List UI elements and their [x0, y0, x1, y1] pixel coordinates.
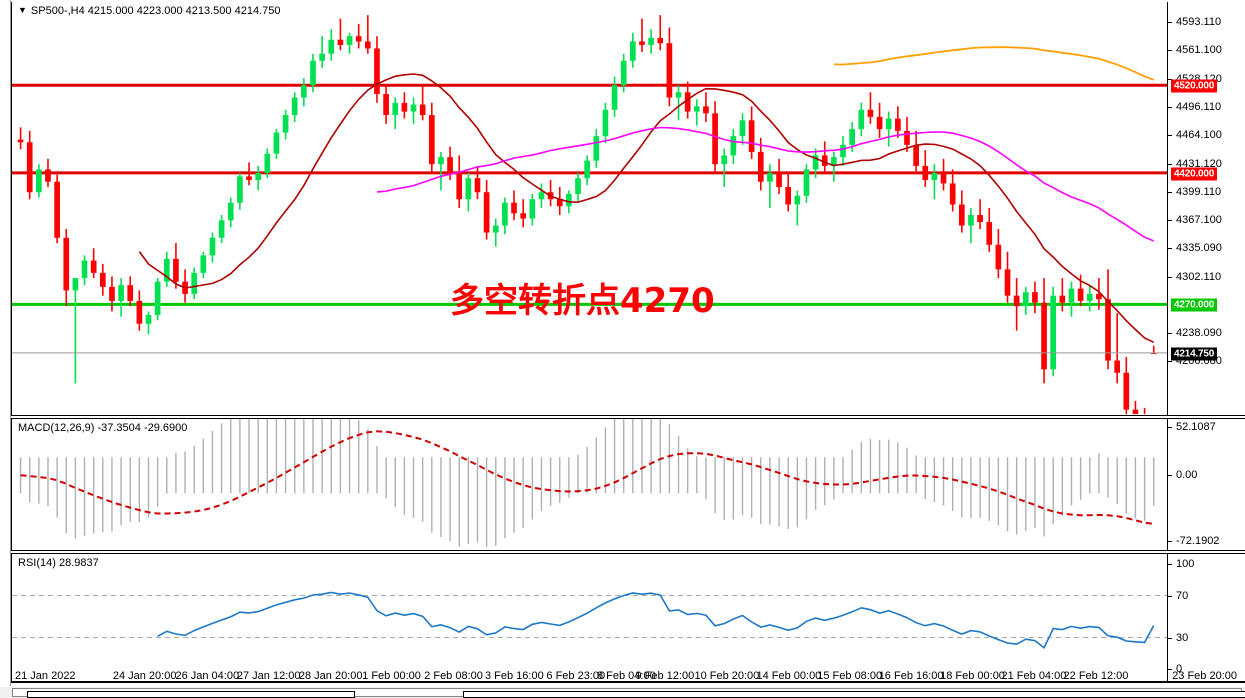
price-axis-label: 4367.100	[1176, 214, 1222, 227]
macd-panel-header: MACD(12,26,9) -37.3504 -29.6900	[18, 422, 188, 434]
x-axis-label: 27 Jan 12:00	[236, 670, 301, 682]
macd-axis-tick	[1168, 427, 1172, 428]
rsi-plot-area[interactable]	[12, 554, 1167, 681]
rsi-svg	[12, 591, 1167, 649]
macd-axis-tick	[1168, 541, 1172, 542]
price-axis-label: 4593.110	[1176, 16, 1222, 29]
price-axis-tick	[1168, 220, 1172, 222]
x-axis-label: 14 Feb 00:00	[756, 670, 822, 682]
macd-plot-area[interactable]	[12, 419, 1167, 550]
price-badge-resistance-lower[interactable]: 4420.000	[1171, 167, 1218, 181]
price-axis-tick	[1168, 361, 1172, 363]
rsi-axis-tick	[1168, 669, 1172, 670]
price-y-axis[interactable]: 4593.1104561.1004528.1204496.1104464.100…	[1167, 2, 1245, 415]
price-svg: 多空转折点4270	[12, 15, 1167, 414]
price-panel-header-text: SP500-,H4 4215.000 4223.000 4213.500 421…	[30, 5, 281, 17]
rsi-y-axis[interactable]: 100 70 30 0	[1167, 554, 1245, 681]
price-plot-area[interactable]: 多空转折点4270	[12, 2, 1167, 415]
scrollbar-track[interactable]	[12, 688, 1245, 698]
price-axis-label: 4464.100	[1176, 129, 1222, 142]
price-axis-tick	[1168, 277, 1172, 279]
x-axis-label: 21 Feb 04:00	[1001, 670, 1067, 682]
price-chart-panel[interactable]: ▼ SP500-,H4 4215.000 4223.000 4213.500 42…	[11, 2, 1245, 416]
price-axis-label: 4302.110	[1176, 271, 1222, 284]
x-axis-label: 3 Feb 16:00	[484, 670, 544, 682]
x-axis-label: 10 Feb 20:00	[694, 670, 760, 682]
x-axis-label: 23 Feb 20:00	[1172, 670, 1237, 682]
rsi-axis-tick	[1168, 637, 1172, 639]
x-axis-line	[11, 682, 1245, 683]
price-badge-support-pivot[interactable]: 4270.000	[1171, 298, 1218, 312]
rsi-axis-label: 100	[1176, 558, 1195, 570]
price-axis-label: 4399.110	[1176, 186, 1222, 199]
x-axis-label: 8 Feb 04:00	[596, 670, 656, 682]
x-axis-label: 6 Feb 23:00	[546, 670, 606, 682]
x-axis-label: 28 Jan 20:00	[298, 670, 363, 682]
x-axis-label: 9 Feb 12:00	[635, 670, 695, 682]
price-axis-label: 4496.110	[1176, 101, 1222, 114]
macd-svg	[19, 419, 1155, 548]
price-axis-tick	[1168, 192, 1172, 194]
rsi-axis-label: 30	[1176, 631, 1189, 644]
price-axis-label: 4238.090	[1176, 327, 1222, 340]
price-axis-tick	[1168, 107, 1172, 109]
price-axis-tick	[1168, 164, 1172, 166]
x-axis-label: 2 Feb 08:00	[424, 670, 483, 682]
rsi-axis-tick	[1168, 595, 1172, 597]
rsi-indicator-panel[interactable]: RSI(14) 28.9837 100 70 30 0	[11, 553, 1245, 682]
price-panel-header: ▼ SP500-,H4 4215.000 4223.000 4213.500 42…	[18, 5, 280, 17]
price-axis-tick	[1168, 50, 1172, 52]
price-badge-last-price[interactable]: 4214.750	[1171, 347, 1218, 361]
x-axis-label: 24 Jan 20:00	[112, 670, 177, 682]
x-axis-label: 18 Feb 00:00	[940, 670, 1005, 682]
rsi-axis-tick	[1168, 564, 1172, 565]
price-badge-resistance-upper[interactable]: 4520.000	[1171, 79, 1218, 93]
rsi-panel-header: RSI(14) 28.9837	[18, 557, 99, 569]
left-window-strip	[0, 0, 11, 686]
price-axis-tick	[1168, 248, 1172, 250]
x-axis-label: 21 Jan 2022	[15, 670, 76, 682]
x-axis-label: 16 Feb 16:00	[878, 670, 944, 682]
svg-text:多空转折点4270: 多空转折点4270	[450, 281, 715, 321]
x-axis-label: 15 Feb 08:00	[817, 670, 883, 682]
x-axis-label: 1 Feb 00:00	[362, 670, 421, 682]
x-axis-label: 26 Jan 04:00	[175, 670, 240, 682]
macd-axis-label: -72.1902	[1176, 535, 1220, 547]
price-axis-label: 4335.090	[1176, 242, 1222, 255]
macd-axis-tick	[1168, 475, 1172, 477]
collapse-caret-icon[interactable]: ▼	[18, 5, 27, 15]
macd-y-axis[interactable]: 52.1087 0.00 -72.1902	[1167, 419, 1245, 550]
price-axis-tick	[1168, 135, 1172, 137]
price-axis-label: 4431.120	[1176, 158, 1222, 171]
price-axis-tick	[1168, 333, 1172, 335]
x-axis-label: 22 Feb 12:00	[1063, 670, 1129, 682]
rsi-axis-label: 0	[1176, 663, 1183, 675]
horizontal-scrollbar[interactable]	[0, 686, 1245, 698]
macd-axis-label: 52.1087	[1176, 421, 1216, 433]
macd-axis-label: 0.00	[1176, 469, 1198, 482]
price-axis-tick	[1168, 79, 1172, 81]
macd-indicator-panel[interactable]: MACD(12,26,9) -37.3504 -29.6900 52.1087 0…	[11, 418, 1245, 551]
price-axis-tick	[1168, 22, 1172, 24]
price-axis-label: 4561.100	[1176, 44, 1222, 57]
rsi-axis-label: 70	[1176, 589, 1189, 602]
